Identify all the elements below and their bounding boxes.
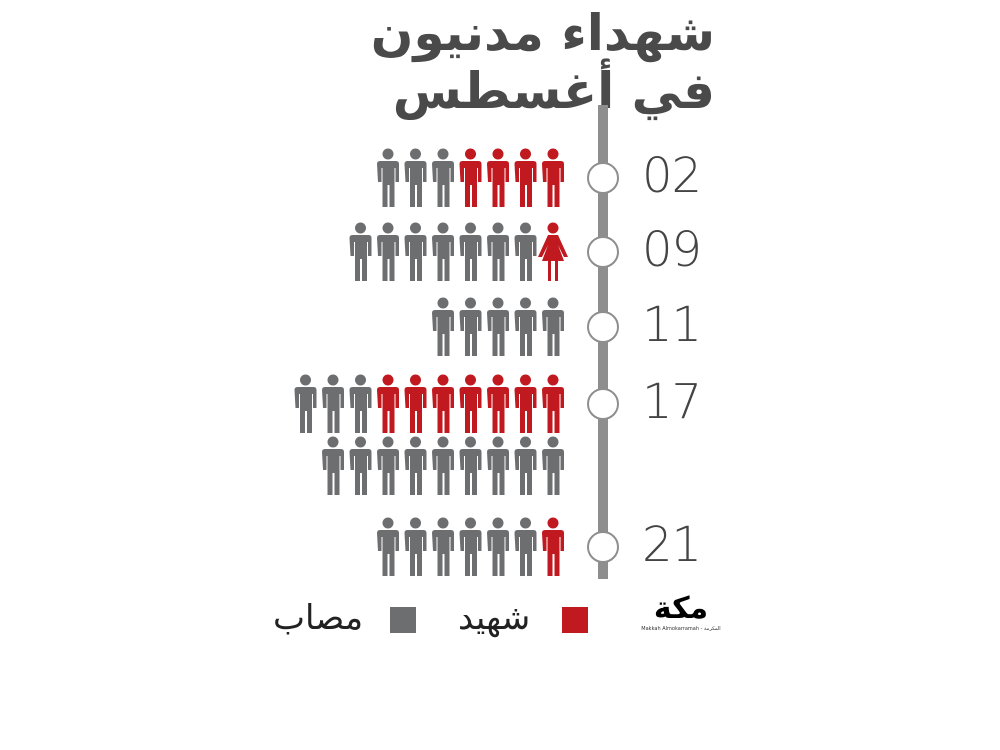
person-icon: [432, 436, 454, 495]
person-icon: [542, 436, 564, 495]
person-icon: [459, 517, 482, 576]
person-icon: [432, 374, 454, 433]
timeline-node: [587, 531, 619, 563]
legend-injured-label: مصاب: [273, 598, 364, 638]
person-icon: [349, 436, 372, 495]
person-icon: [459, 148, 482, 207]
date-label: 17: [642, 374, 702, 430]
title-line-1: شهداء مدنيون: [370, 4, 715, 62]
date-label: 21: [642, 517, 702, 573]
timeline-node: [587, 388, 619, 420]
makkah-logo: مكة Makkah Almokarramah - المكرمة: [636, 592, 726, 636]
logo-subtitle: Makkah Almokarramah - المكرمة: [641, 626, 721, 632]
person-icon: [404, 222, 427, 281]
person-icon: [514, 297, 537, 356]
person-icon: [514, 148, 537, 207]
person-icon: [514, 374, 537, 433]
person-icon: [322, 436, 344, 495]
timeline-node: [587, 311, 619, 343]
person-icon: [542, 297, 564, 356]
person-icon: [377, 517, 399, 576]
person-icon: [487, 222, 509, 281]
date-label: 11: [642, 297, 702, 353]
person-icon: [377, 148, 399, 207]
person-icon: [487, 436, 509, 495]
person-icon: [514, 436, 537, 495]
person-icon: [377, 436, 399, 495]
person-icon: [294, 374, 317, 433]
person-icon: [487, 148, 509, 207]
title-line-2: في أغسطس: [392, 62, 715, 120]
person-icon: [432, 297, 454, 356]
person-icon: [432, 148, 454, 207]
person-icon: [432, 222, 454, 281]
timeline-node: [587, 162, 619, 194]
person-icon: [404, 436, 427, 495]
person-icon: [349, 222, 372, 281]
female-person-icon: [538, 222, 568, 281]
logo-text: مكة: [653, 591, 709, 626]
legend-martyr-swatch: [562, 607, 588, 633]
person-icon: [377, 222, 399, 281]
person-icon: [542, 517, 564, 576]
person-icon: [487, 374, 509, 433]
person-icon: [542, 148, 564, 207]
person-icon: [459, 374, 482, 433]
person-icon: [514, 222, 537, 281]
person-icon: [349, 374, 372, 433]
person-icon: [432, 517, 454, 576]
person-icon: [377, 374, 399, 433]
date-label: 09: [642, 222, 702, 278]
person-icon: [404, 374, 427, 433]
person-icon: [487, 517, 509, 576]
person-icon: [459, 297, 482, 356]
timeline-node: [587, 236, 619, 268]
person-icon: [459, 436, 482, 495]
person-icon: [404, 148, 427, 207]
person-icon: [404, 517, 427, 576]
person-icon: [322, 374, 344, 433]
legend-martyr-label: شهيد: [458, 598, 531, 638]
person-icon: [514, 517, 537, 576]
person-icon: [542, 374, 564, 433]
person-icon: [459, 222, 482, 281]
legend-injured-swatch: [390, 607, 416, 633]
date-label: 02: [642, 148, 702, 204]
person-icon: [487, 297, 509, 356]
